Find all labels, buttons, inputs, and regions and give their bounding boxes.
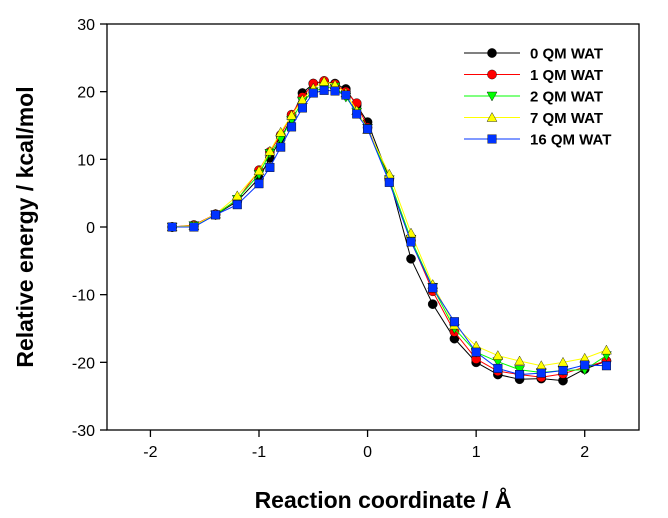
data-point [515, 370, 525, 380]
data-point [601, 361, 611, 371]
legend-marker [486, 112, 498, 122]
data-point [406, 237, 416, 247]
data-point [275, 126, 287, 137]
data-point [265, 162, 275, 172]
legend-entry: 7 QM WAT [464, 110, 603, 127]
y-tick-label: -10 [72, 288, 95, 305]
legend-label: 0 QM WAT [530, 46, 603, 63]
legend-marker [487, 134, 497, 144]
data-point [514, 355, 525, 366]
data-point [167, 222, 177, 232]
legend-marker [487, 48, 497, 58]
y-tick-label: -30 [72, 423, 95, 440]
data-point [330, 86, 340, 96]
x-axis-title: Reaction coordinate / Å [255, 486, 512, 513]
data-point [558, 365, 568, 375]
legend-label: 7 QM WAT [530, 110, 603, 127]
data-point [232, 200, 242, 210]
y-tick-label: 10 [77, 152, 95, 169]
data-point [211, 210, 221, 220]
legend-entry: 0 QM WAT [464, 46, 603, 63]
legend-marker [486, 91, 498, 102]
y-tick-label: 30 [77, 17, 95, 34]
data-point [276, 142, 286, 152]
legend-label: 2 QM WAT [530, 89, 603, 106]
data-point [427, 299, 438, 309]
data-point [308, 88, 318, 98]
data-point [428, 283, 438, 293]
y-tick-label: 20 [77, 85, 95, 102]
series-line [172, 86, 607, 373]
legend-entry: 2 QM WAT [464, 89, 603, 106]
series-layer [166, 76, 612, 386]
data-point [253, 165, 265, 176]
legend-entry: 1 QM WAT [464, 67, 603, 84]
data-point [471, 347, 481, 357]
x-tick-label: 0 [363, 444, 372, 461]
data-point [601, 344, 612, 355]
series-3 [166, 82, 612, 378]
x-tick-label: -2 [143, 444, 157, 461]
legend: 0 QM WAT 1 QM WAT 2 QM WAT 7 QM WAT 16 QM WA… [464, 46, 611, 149]
x-tick-label: 2 [580, 444, 589, 461]
series-5 [167, 85, 611, 380]
data-point [319, 85, 329, 95]
data-point [493, 363, 503, 373]
legend-label: 1 QM WAT [530, 67, 603, 84]
legend-label: 16 QM WAT [530, 132, 611, 149]
data-point [580, 360, 590, 370]
legend-marker [487, 69, 497, 80]
data-point [406, 254, 416, 264]
y-tick-label: 0 [86, 220, 95, 237]
data-point [341, 90, 351, 100]
data-point [318, 76, 330, 86]
y-axis-title: Relative energy / kcal/mol [12, 86, 38, 367]
data-point [363, 124, 373, 134]
data-point [449, 317, 459, 327]
data-point [254, 179, 264, 189]
y-tick-label: -20 [72, 355, 95, 372]
legend-entry: 16 QM WAT [464, 132, 611, 149]
data-point [384, 177, 394, 187]
data-point [287, 122, 297, 132]
data-point [297, 103, 307, 113]
data-point [492, 350, 504, 360]
data-point [536, 368, 546, 378]
data-point [231, 190, 243, 201]
data-point [189, 222, 199, 232]
data-point [352, 109, 362, 119]
series-line [172, 80, 607, 367]
x-tick-label: -1 [252, 444, 266, 461]
x-tick-label: 1 [472, 444, 481, 461]
data-point [264, 145, 276, 156]
data-point [286, 109, 297, 120]
